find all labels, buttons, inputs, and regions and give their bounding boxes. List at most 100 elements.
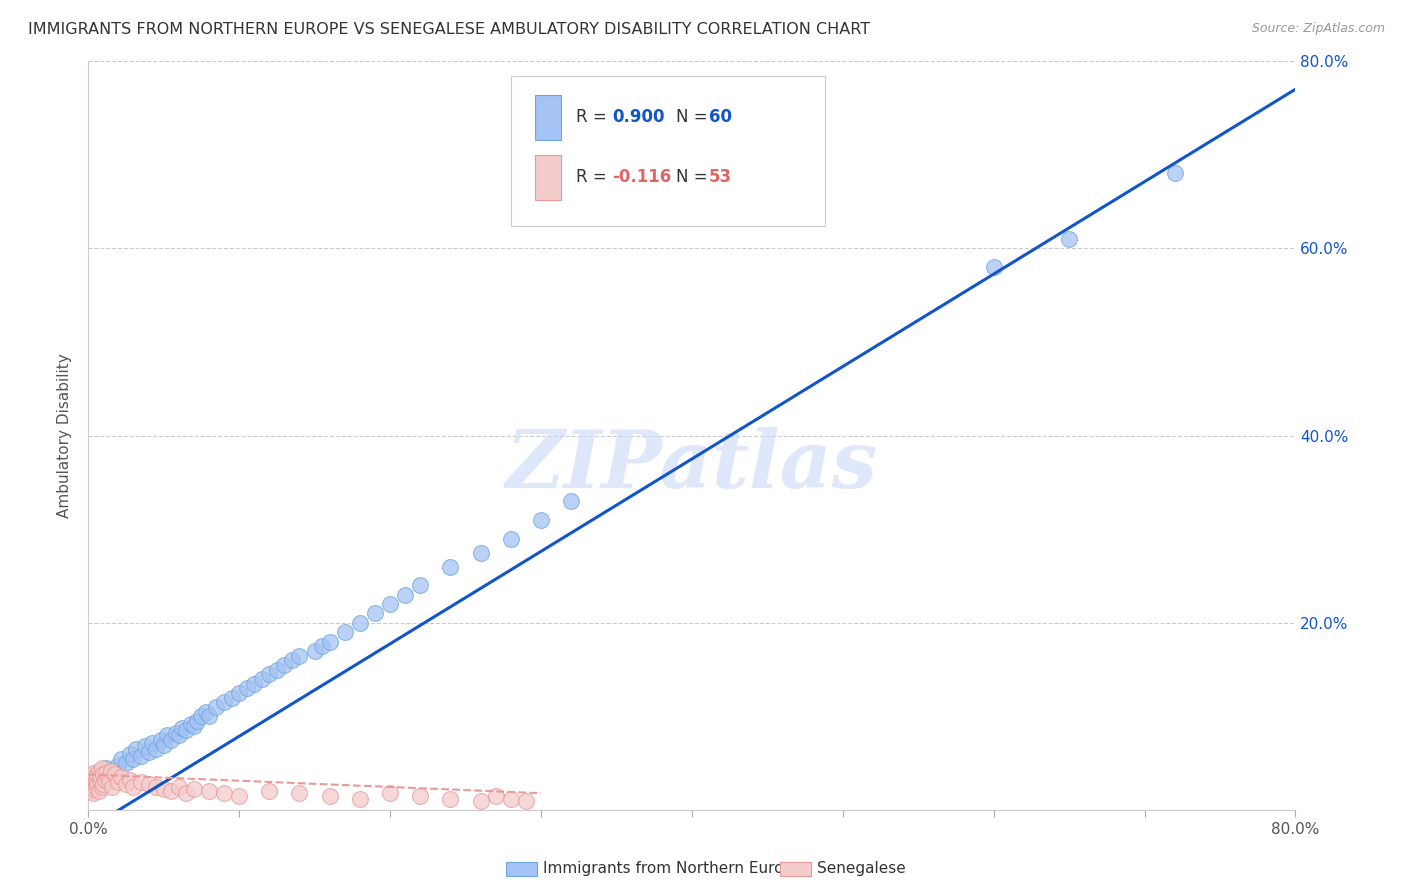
Point — [311, 639, 333, 653]
Point — [212, 695, 235, 709]
Point — [194, 705, 217, 719]
Point — [115, 756, 138, 771]
Point — [125, 742, 148, 756]
Point — [80, 780, 103, 794]
Point — [257, 784, 280, 798]
Point — [89, 765, 111, 780]
Point — [160, 732, 183, 747]
Point — [134, 739, 156, 754]
Text: -0.116: -0.116 — [612, 169, 672, 186]
Point — [170, 721, 193, 735]
Point — [145, 742, 167, 756]
Point — [409, 789, 432, 803]
Point — [91, 770, 114, 784]
Point — [183, 782, 205, 797]
Text: 53: 53 — [709, 169, 733, 186]
Point — [84, 780, 107, 794]
Point — [515, 794, 537, 808]
Point — [378, 786, 401, 800]
Point — [115, 777, 138, 791]
Point — [304, 644, 326, 658]
Point — [409, 578, 432, 592]
Point — [165, 726, 187, 740]
Point — [174, 786, 197, 800]
Point — [138, 745, 160, 759]
Point — [183, 719, 205, 733]
Point — [1057, 232, 1080, 246]
Point — [228, 789, 250, 803]
Point — [180, 717, 202, 731]
Point — [84, 775, 107, 789]
Point — [110, 770, 132, 784]
Point — [96, 765, 118, 780]
Point — [97, 770, 120, 784]
Point — [91, 777, 114, 791]
Point — [100, 767, 122, 781]
Point — [205, 700, 228, 714]
Text: Source: ZipAtlas.com: Source: ZipAtlas.com — [1251, 22, 1385, 36]
Point — [349, 792, 371, 806]
Point — [104, 767, 127, 781]
Point — [129, 748, 152, 763]
Point — [257, 667, 280, 681]
Point — [212, 786, 235, 800]
Point — [499, 532, 522, 546]
Point — [470, 546, 492, 560]
Point — [141, 736, 163, 750]
Point — [104, 764, 127, 778]
Point — [98, 775, 121, 789]
Point — [86, 777, 108, 791]
Point — [138, 777, 160, 791]
Point — [167, 780, 190, 794]
Point — [122, 780, 145, 794]
Point — [318, 634, 340, 648]
Text: ZIPatlas: ZIPatlas — [506, 426, 877, 504]
Point — [470, 794, 492, 808]
Point — [90, 761, 112, 775]
Point — [89, 775, 111, 789]
Text: Immigrants from Northern Europe: Immigrants from Northern Europe — [543, 862, 803, 876]
Point — [120, 773, 142, 788]
Point — [82, 770, 104, 784]
Point — [333, 625, 356, 640]
Point — [83, 765, 105, 780]
Point — [250, 672, 273, 686]
Point — [107, 775, 129, 789]
Point — [90, 780, 112, 794]
Point — [364, 607, 387, 621]
Point — [96, 761, 118, 775]
Y-axis label: Ambulatory Disability: Ambulatory Disability — [58, 353, 72, 518]
Text: R =: R = — [576, 169, 612, 186]
Point — [439, 559, 461, 574]
Point — [80, 775, 103, 789]
Point — [160, 784, 183, 798]
Text: 60: 60 — [709, 108, 731, 127]
Point — [485, 789, 508, 803]
Point — [91, 767, 114, 781]
FancyBboxPatch shape — [534, 95, 561, 140]
Point — [394, 588, 416, 602]
Point — [266, 663, 288, 677]
Point — [86, 767, 108, 781]
Point — [156, 728, 179, 742]
Point — [152, 738, 174, 752]
Point — [129, 775, 152, 789]
FancyBboxPatch shape — [534, 154, 561, 200]
Point — [110, 751, 132, 765]
Point — [149, 732, 172, 747]
Point — [318, 789, 340, 803]
Point — [235, 681, 257, 696]
Point — [145, 780, 167, 794]
Point — [190, 709, 212, 723]
Point — [378, 597, 401, 611]
Point — [100, 764, 122, 778]
Point — [281, 653, 304, 667]
Point — [221, 690, 243, 705]
Point — [82, 786, 104, 800]
Point — [89, 769, 111, 783]
Point — [167, 728, 190, 742]
Point — [83, 782, 105, 797]
Point — [152, 782, 174, 797]
Point — [94, 773, 117, 788]
Point — [79, 784, 101, 798]
